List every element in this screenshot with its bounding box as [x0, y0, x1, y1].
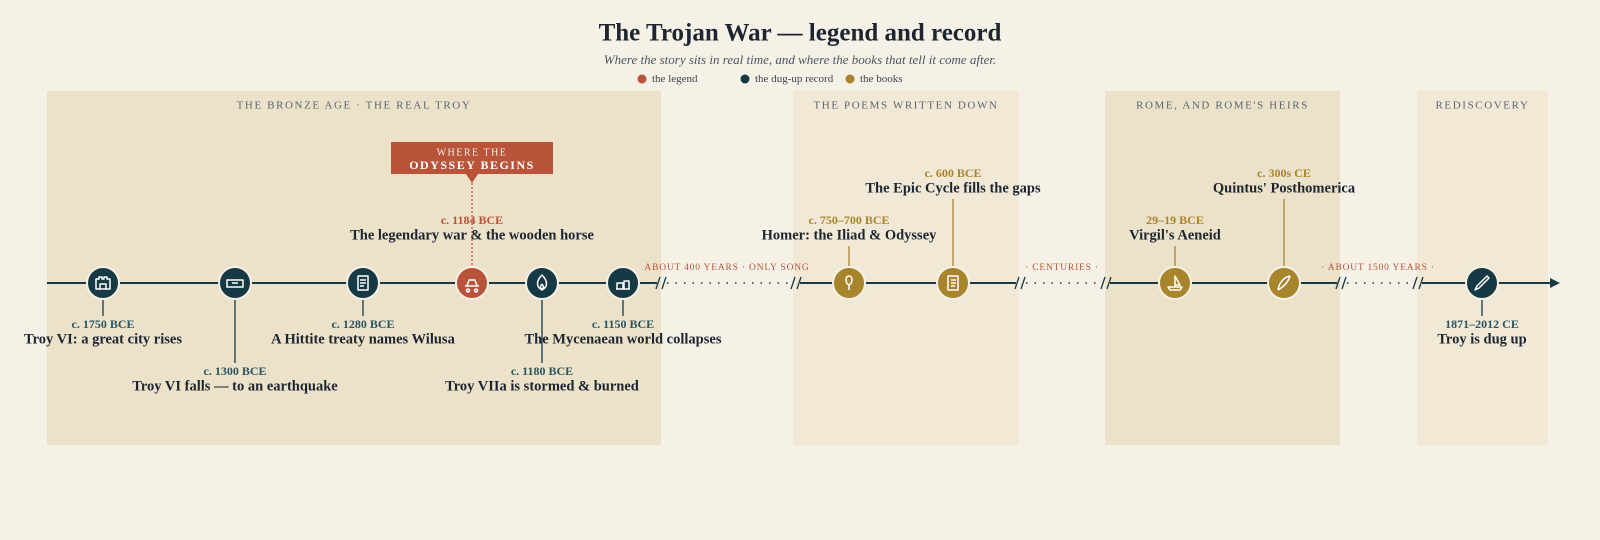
axis-arrow	[1550, 278, 1560, 288]
event-date: c. 600 BCE	[925, 166, 982, 180]
event-label: The Epic Cycle fills the gaps	[865, 180, 1041, 196]
subtitle: Where the story sits in real time, and w…	[604, 52, 996, 67]
event-label: Troy VI falls — to an earthquake	[132, 378, 338, 394]
era-label: ROME, AND ROME'S HEIRS	[1136, 100, 1309, 112]
callout-line1: WHERE THE	[437, 147, 508, 158]
event-icon	[226, 279, 244, 288]
callout-box	[391, 142, 553, 183]
break-mark	[1412, 276, 1424, 290]
event-date: 29–19 BCE	[1146, 213, 1204, 227]
event-date: 1871–2012 CE	[1445, 317, 1519, 331]
event-icon	[536, 274, 548, 291]
event-date: c. 1750 BCE	[72, 317, 135, 331]
event-label: Virgil's Aeneid	[1129, 227, 1221, 243]
break-mark	[1335, 276, 1347, 290]
event-icon	[95, 276, 111, 290]
event-marker	[455, 266, 489, 300]
era-band	[793, 91, 1019, 445]
event-label: Troy is dug up	[1437, 331, 1526, 347]
event-icon	[845, 275, 853, 290]
event-label: Troy VI: a great city rises	[24, 331, 182, 347]
event-icon	[1277, 275, 1291, 291]
title: The Trojan War — legend and record	[599, 20, 1002, 47]
event-date: c. 750–700 BCE	[809, 213, 890, 227]
legend-dot	[845, 74, 855, 84]
event-icon	[465, 279, 479, 293]
event-label: Troy VIIa is stormed & burned	[445, 378, 639, 394]
event-label: The Mycenaean world collapses	[525, 331, 722, 347]
event-icon	[947, 275, 959, 291]
event-label: Quintus' Posthomerica	[1213, 180, 1356, 196]
event-marker	[86, 266, 120, 300]
break-mark	[790, 276, 802, 290]
event-icon	[1474, 275, 1490, 291]
event-date: c. 1180 BCE	[511, 364, 573, 378]
break-mark	[1014, 276, 1026, 290]
event-label: A Hittite treaty names Wilusa	[271, 331, 455, 347]
event-marker	[1465, 266, 1499, 300]
event-date: c. 1150 BCE	[592, 317, 654, 331]
gap-label: ABOUT 400 YEARS · ONLY SONG	[644, 263, 809, 273]
gap-label: · ABOUT 1500 YEARS ·	[1321, 263, 1435, 273]
event-marker	[1267, 266, 1301, 300]
gap-label: · CENTURIES ·	[1025, 263, 1099, 273]
legend-label: the books	[860, 73, 902, 85]
break-mark	[1100, 276, 1112, 290]
era-label: THE POEMS WRITTEN DOWN	[813, 100, 998, 112]
legend-dot	[740, 74, 750, 84]
event-date: c. 1280 BCE	[332, 317, 395, 331]
event-icon	[357, 275, 369, 291]
event-icon	[1167, 275, 1183, 291]
event-icon	[616, 280, 630, 290]
callout-line2: ODYSSEY BEGINS	[409, 158, 535, 172]
break-mark	[655, 276, 667, 290]
legend-dot	[637, 74, 647, 84]
era-band	[1105, 91, 1340, 445]
event-marker	[832, 266, 866, 300]
legend-label: the dug-up record	[755, 73, 834, 85]
legend-label: the legend	[652, 73, 698, 85]
event-date: c. 300s CE	[1257, 166, 1311, 180]
event-date: c. 1300 BCE	[204, 364, 267, 378]
event-label: Homer: the Iliad & Odyssey	[762, 227, 938, 243]
era-label: REDISCOVERY	[1436, 100, 1530, 112]
era-label: THE BRONZE AGE · THE REAL TROY	[237, 100, 472, 112]
era-band	[47, 91, 661, 445]
event-marker	[525, 266, 559, 300]
